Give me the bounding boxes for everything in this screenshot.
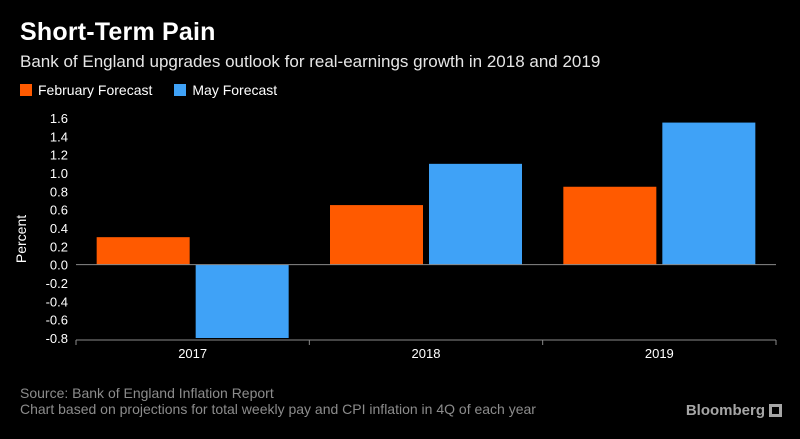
y-tick-label: -0.8 xyxy=(46,331,68,346)
bar-february-2019 xyxy=(563,186,657,265)
y-tick-label: 1.2 xyxy=(50,148,68,163)
brand-icon xyxy=(769,404,782,417)
legend-item-february: February Forecast xyxy=(20,82,152,98)
x-tick-label: 2019 xyxy=(645,346,674,361)
chart-title: Short-Term Pain xyxy=(20,18,216,46)
bar-may-2018 xyxy=(429,163,522,265)
bar-may-2019 xyxy=(662,122,756,265)
legend-label-may: May Forecast xyxy=(192,82,278,98)
y-tick-label: 0.0 xyxy=(50,258,68,273)
legend-swatch-february xyxy=(20,84,32,96)
bars xyxy=(76,122,776,338)
y-tick-label: -0.2 xyxy=(46,276,68,291)
y-axis-title: Percent xyxy=(13,215,29,263)
y-tick-label: 0.6 xyxy=(50,203,68,218)
x-tick-label: 2017 xyxy=(178,346,207,361)
y-tick-label: 1.0 xyxy=(50,166,68,181)
brand-logo: Bloomberg xyxy=(686,402,782,419)
methodology-note: Chart based on projections for total wee… xyxy=(20,401,536,417)
legend: February Forecast May Forecast xyxy=(20,82,299,98)
footer: Source: Bank of England Inflation Report… xyxy=(20,385,536,417)
y-tick-label: 1.4 xyxy=(50,129,68,144)
x-tick-label: 2018 xyxy=(412,346,441,361)
legend-label-february: February Forecast xyxy=(38,82,153,98)
legend-swatch-may xyxy=(174,84,187,96)
y-tick-label: -0.6 xyxy=(46,313,68,328)
bar-february-2017 xyxy=(96,237,190,265)
y-tick-label: 0.8 xyxy=(50,184,68,199)
brand-name: Bloomberg xyxy=(685,402,765,419)
y-axis-labels: 1.6 1.4 1.2 1.0 0.8 0.6 0.4 0.2 0.0 -0.2 -0.4 -0.6 -… xyxy=(46,111,68,346)
y-tick-label: 0.2 xyxy=(50,239,68,254)
bar-may-2017 xyxy=(195,264,289,338)
legend-item-may: May Forecast xyxy=(174,82,277,98)
y-tick-label: -0.4 xyxy=(46,294,68,309)
bar-february-2018 xyxy=(330,205,423,265)
chart-subtitle: Bank of England upgrades outlook for rea… xyxy=(20,52,601,71)
y-tick-label: 0.4 xyxy=(50,221,68,236)
y-tick-label: 1.6 xyxy=(50,111,68,126)
source-note: Source: Bank of England Inflation Report xyxy=(20,385,274,401)
x-axis: 2017 2018 2019 xyxy=(75,339,777,361)
